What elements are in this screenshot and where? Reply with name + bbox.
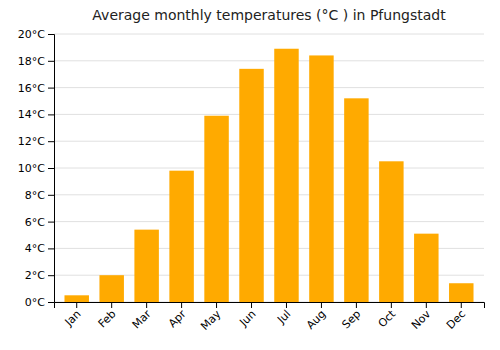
tick-mark	[461, 302, 462, 308]
y-axis: 0°C 2°C 4°C 6°C 8°C 10°C 12°C 14°C 16°C 18°C 20°C	[18, 28, 55, 309]
tick-mark	[48, 141, 54, 142]
x-tick: Jul	[274, 302, 293, 327]
title: Average monthly temperatures (°C ) in Pf…	[92, 7, 446, 23]
x-tick: Apr	[166, 302, 189, 330]
tick-mark	[391, 302, 392, 308]
x-tick-label: Oct	[376, 307, 399, 330]
x-tick-label: Sep	[339, 308, 363, 332]
y-tick-label: 10°C	[18, 162, 45, 175]
tick-mark	[321, 302, 322, 308]
bar	[204, 116, 228, 302]
y-tick: 4°C	[25, 242, 54, 255]
tick-mark	[48, 34, 54, 35]
tick-mark	[426, 302, 427, 308]
x-tick: Feb	[96, 302, 119, 330]
grid	[54, 34, 484, 302]
y-tick-label: 16°C	[18, 82, 45, 95]
bar	[309, 55, 333, 302]
y-tick: 20°C	[18, 28, 54, 41]
y-tick: 16°C	[18, 82, 54, 95]
y-tick-label: 12°C	[18, 135, 45, 148]
x-tick: Jan	[62, 302, 84, 329]
axis-line	[48, 35, 55, 303]
x-tick: Nov	[409, 302, 434, 332]
bar	[239, 69, 263, 302]
tick-mark	[146, 302, 147, 308]
y-tick-label: 8°C	[25, 189, 45, 202]
y-tick-label: 6°C	[25, 216, 45, 229]
tick-mark	[181, 302, 182, 308]
y-tick: 12°C	[18, 135, 54, 148]
bar	[414, 234, 438, 302]
y-tick: 10°C	[18, 162, 54, 175]
bars	[64, 49, 473, 302]
x-tick: Aug	[304, 302, 328, 332]
bar	[449, 283, 473, 302]
grid-line	[54, 168, 484, 169]
grid-line	[54, 141, 484, 142]
x-tick-label: Apr	[166, 307, 189, 330]
x-tick-label: Jan	[62, 308, 84, 330]
x-tick-label: Mar	[130, 307, 154, 331]
bar	[344, 98, 368, 302]
tick-mark	[286, 302, 287, 308]
x-tick-label: May	[198, 307, 224, 333]
bar	[379, 161, 403, 302]
tick-mark	[48, 195, 54, 196]
y-tick-label: 0°C	[25, 296, 45, 309]
tick-mark	[48, 248, 54, 249]
y-tick: 6°C	[25, 216, 54, 229]
y-tick: 14°C	[18, 108, 54, 121]
x-tick: Jun	[236, 302, 258, 330]
tick-mark	[216, 302, 217, 308]
grid-line	[54, 87, 484, 88]
tick-mark	[48, 302, 54, 303]
grid-line	[54, 114, 484, 115]
tick-mark	[48, 114, 54, 115]
x-tick-label: Dec	[444, 308, 468, 332]
y-tick-label: 18°C	[18, 55, 45, 68]
y-tick: 18°C	[18, 55, 54, 68]
y-tick-label: 20°C	[18, 28, 45, 41]
grid-line	[54, 221, 484, 222]
tick-mark	[111, 302, 112, 308]
grid-line	[54, 34, 484, 35]
bar	[134, 230, 158, 302]
x-axis: Jan Feb Mar Apr May Jun Jul Aug Sep Oct Nov Dec	[55, 302, 485, 333]
tick-mark	[48, 275, 54, 276]
tick-mark	[76, 302, 77, 308]
y-tick: 2°C	[25, 269, 54, 282]
bar	[99, 275, 123, 302]
y-tick-label: 2°C	[25, 269, 45, 282]
tick-mark	[48, 222, 54, 223]
y-tick: 0°C	[25, 296, 54, 309]
tick-mark	[48, 61, 54, 62]
x-tick: Oct	[376, 302, 399, 330]
bar	[169, 171, 193, 302]
plot-area: Jan Feb Mar Apr May Jun Jul Aug Sep Oct Nov Dec 0°C 2…	[18, 28, 485, 333]
y-tick-label: 4°C	[25, 242, 45, 255]
x-tick-label: Aug	[304, 308, 328, 332]
y-tick-label: 14°C	[18, 108, 45, 121]
x-tick-label: Jun	[236, 307, 258, 329]
x-tick: May	[198, 302, 224, 333]
tick-mark	[48, 168, 54, 169]
tick-mark	[251, 302, 252, 308]
y-tick: 8°C	[25, 189, 54, 202]
x-tick-label: Nov	[409, 307, 434, 332]
grid-line	[54, 194, 484, 195]
x-tick: Mar	[130, 302, 154, 331]
tick-mark	[48, 88, 54, 89]
grid-line	[54, 60, 484, 61]
x-tick: Dec	[444, 302, 468, 332]
x-tick-label: Feb	[96, 308, 119, 331]
bar	[274, 49, 298, 302]
tick-mark	[356, 302, 357, 308]
chart: Jan Feb Mar Apr May Jun Jul Aug Sep Oct Nov Dec 0°C 2…	[0, 0, 500, 350]
x-tick: Sep	[339, 302, 363, 331]
bar	[64, 295, 88, 302]
axis-line	[55, 303, 485, 309]
x-tick-label: Jul	[274, 308, 293, 327]
